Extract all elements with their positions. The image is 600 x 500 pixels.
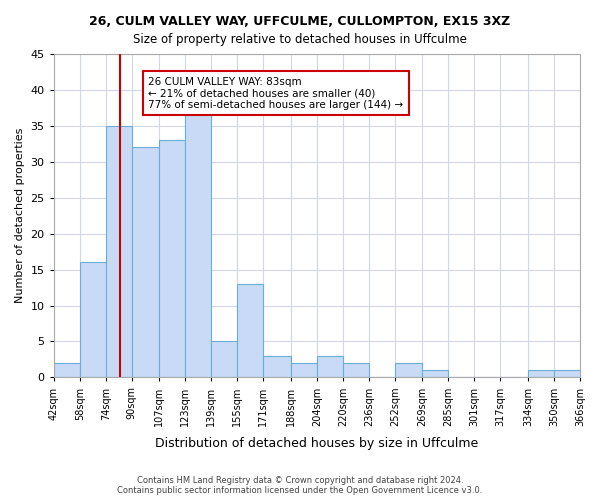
Text: 26 CULM VALLEY WAY: 83sqm
← 21% of detached houses are smaller (40)
77% of semi-: 26 CULM VALLEY WAY: 83sqm ← 21% of detac… bbox=[148, 76, 404, 110]
Bar bbox=[528, 370, 554, 378]
Bar bbox=[131, 148, 159, 378]
Bar bbox=[159, 140, 185, 378]
Bar bbox=[554, 370, 580, 378]
X-axis label: Distribution of detached houses by size in Uffculme: Distribution of detached houses by size … bbox=[155, 437, 478, 450]
Bar bbox=[237, 284, 263, 378]
Bar bbox=[54, 363, 80, 378]
Bar bbox=[422, 370, 448, 378]
Text: Size of property relative to detached houses in Uffculme: Size of property relative to detached ho… bbox=[133, 32, 467, 46]
Bar bbox=[395, 363, 422, 378]
Bar bbox=[317, 356, 343, 378]
Text: Contains HM Land Registry data © Crown copyright and database right 2024.
Contai: Contains HM Land Registry data © Crown c… bbox=[118, 476, 482, 495]
Bar bbox=[211, 342, 237, 378]
Bar bbox=[185, 112, 211, 378]
Bar bbox=[80, 262, 106, 378]
Bar bbox=[106, 126, 131, 378]
Bar bbox=[291, 363, 317, 378]
Bar bbox=[343, 363, 369, 378]
Text: 26, CULM VALLEY WAY, UFFCULME, CULLOMPTON, EX15 3XZ: 26, CULM VALLEY WAY, UFFCULME, CULLOMPTO… bbox=[89, 15, 511, 28]
Y-axis label: Number of detached properties: Number of detached properties bbox=[15, 128, 25, 304]
Bar bbox=[263, 356, 291, 378]
